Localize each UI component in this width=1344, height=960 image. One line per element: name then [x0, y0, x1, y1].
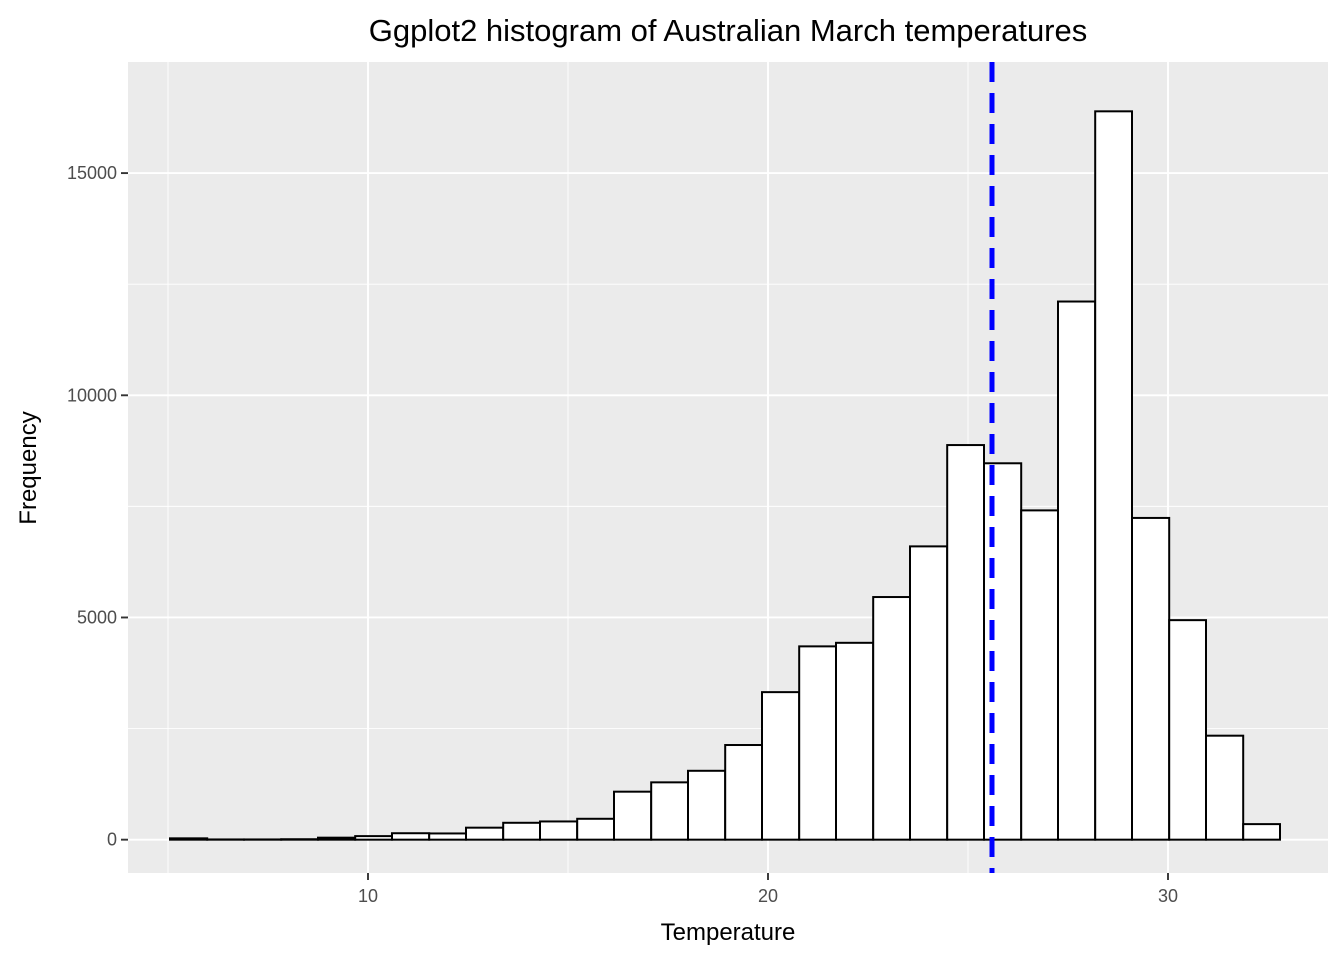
- histogram-bar: [650, 781, 690, 841]
- histogram-bar: [502, 821, 542, 841]
- histogram-bar: [465, 826, 505, 841]
- histogram-bar: [539, 820, 579, 841]
- histogram-bar: [724, 744, 764, 841]
- histogram-bar: [835, 641, 875, 841]
- chart-title: Ggplot2 histogram of Australian March te…: [369, 13, 1088, 48]
- y-axis-ticks: 0 5000 10000 15000: [67, 163, 128, 850]
- histogram-bar: [613, 790, 653, 841]
- y-tick-label: 0: [107, 830, 117, 850]
- histogram-bar: [1242, 823, 1281, 841]
- x-tick-label: 30: [1158, 886, 1178, 906]
- histogram-bar: [761, 691, 801, 841]
- x-axis-label: Temperature: [661, 919, 796, 946]
- histogram-bar: [1094, 110, 1133, 841]
- y-tick-label: 15000: [67, 163, 117, 183]
- histogram-bar: [1020, 509, 1060, 841]
- x-tick-label: 10: [358, 886, 378, 906]
- y-tick-label: 5000: [77, 607, 117, 627]
- histogram-bar: [909, 545, 949, 841]
- histogram-bar: [872, 596, 912, 841]
- histogram-bar: [576, 817, 616, 841]
- histogram-bar: [317, 836, 357, 841]
- histogram-bar: [1057, 300, 1097, 841]
- histogram-bar: [428, 832, 468, 841]
- histogram-bar: [354, 835, 394, 841]
- y-tick-label: 10000: [67, 385, 117, 405]
- histogram-bar: [798, 645, 838, 841]
- histogram-bar: [169, 837, 209, 841]
- histogram-bar: [391, 832, 431, 841]
- y-axis-label: Frequency: [15, 411, 42, 524]
- x-axis-ticks: 10 20 30: [358, 873, 1178, 906]
- histogram-bar: [946, 444, 986, 841]
- histogram-bar: [687, 769, 727, 841]
- histogram-bar: [1131, 516, 1171, 841]
- x-tick-label: 20: [758, 886, 778, 906]
- histogram-bar: [1168, 619, 1207, 841]
- histogram-bar: [1205, 734, 1245, 841]
